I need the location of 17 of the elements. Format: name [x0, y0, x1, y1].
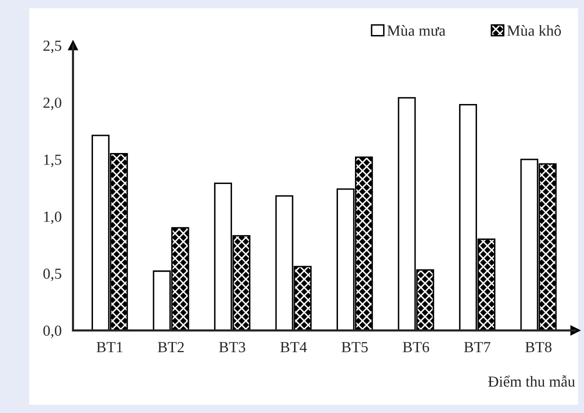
x-tick-label: BT7 [464, 342, 490, 352]
y-tick-label: 1,5 [44, 154, 62, 168]
x-tick-label: BT6 [402, 342, 430, 352]
y-tick-label: 0,5 [43, 268, 62, 282]
y-tick-label: 0,0 [43, 326, 62, 338]
y-tick-label: 2,5 [43, 40, 62, 54]
x-tick-label: BT8 [525, 342, 552, 352]
x-axis-title: Điểm thu mẫu [488, 375, 575, 387]
y-tick-label: 1,0 [44, 212, 62, 224]
x-tick-label: BT4 [280, 342, 307, 352]
x-tick-label: BT5 [342, 342, 368, 352]
legend-label: Mùa khô [507, 25, 561, 36]
x-tick-label: BT2 [158, 342, 184, 352]
y-tick-label: 2,0 [43, 98, 62, 110]
x-tick-label: BT1 [96, 342, 122, 352]
legend-label: Mùa mưa [387, 25, 446, 36]
x-tick-label: BT3 [219, 342, 246, 352]
